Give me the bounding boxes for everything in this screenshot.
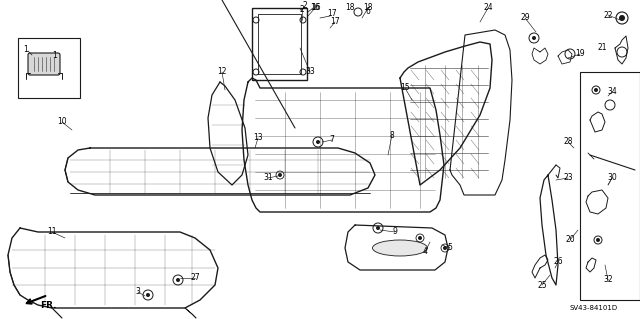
Text: 32: 32 [603, 276, 613, 285]
Text: 34: 34 [607, 87, 617, 97]
Text: 9: 9 [392, 227, 397, 236]
Text: 5: 5 [447, 243, 452, 253]
Text: 29: 29 [520, 13, 530, 23]
Text: 1: 1 [24, 46, 28, 55]
Text: 31: 31 [263, 174, 273, 182]
Text: 15: 15 [400, 84, 410, 93]
Text: 16: 16 [310, 4, 320, 12]
Text: SV43-84101D: SV43-84101D [570, 305, 618, 311]
Bar [580, 72, 640, 300]
Text: 18: 18 [364, 4, 372, 12]
Bar [18, 38, 80, 98]
Text: 6: 6 [365, 8, 371, 17]
Circle shape [376, 226, 380, 230]
Text: 18: 18 [345, 3, 355, 11]
Text: 4: 4 [422, 248, 428, 256]
Text: 3: 3 [136, 287, 140, 296]
Circle shape [316, 140, 320, 144]
Text: 26: 26 [553, 257, 563, 266]
Circle shape [176, 278, 180, 282]
Text: 7: 7 [330, 136, 335, 145]
Text: 19: 19 [575, 49, 585, 58]
Text: 22: 22 [604, 11, 612, 19]
Text: 20: 20 [565, 235, 575, 244]
Text: 21: 21 [597, 43, 607, 53]
Text: 12: 12 [217, 68, 227, 77]
Circle shape [278, 173, 282, 177]
Text: 33: 33 [305, 68, 315, 77]
Text: 11: 11 [47, 227, 57, 236]
Circle shape [443, 246, 447, 250]
Text: 30: 30 [607, 174, 617, 182]
Circle shape [594, 88, 598, 92]
Bar [252, 8, 307, 80]
Text: FR.: FR. [40, 300, 56, 309]
Text: 17: 17 [330, 18, 340, 26]
Text: 1: 1 [52, 51, 58, 61]
Text: 2: 2 [300, 4, 305, 13]
Text: 8: 8 [390, 130, 394, 139]
Text: 2: 2 [303, 2, 307, 11]
Text: 25: 25 [537, 280, 547, 290]
Circle shape [619, 15, 625, 21]
Text: 27: 27 [190, 273, 200, 283]
Text: 16: 16 [311, 3, 321, 11]
Text: 10: 10 [57, 117, 67, 127]
Circle shape [532, 36, 536, 40]
Text: 28: 28 [563, 137, 573, 146]
Text: 24: 24 [483, 4, 493, 12]
Circle shape [146, 293, 150, 297]
FancyBboxPatch shape [28, 53, 60, 75]
Circle shape [596, 238, 600, 242]
Circle shape [418, 236, 422, 240]
Text: 13: 13 [253, 133, 263, 143]
Text: 23: 23 [563, 174, 573, 182]
Text: 17: 17 [327, 10, 337, 19]
Ellipse shape [372, 240, 428, 256]
